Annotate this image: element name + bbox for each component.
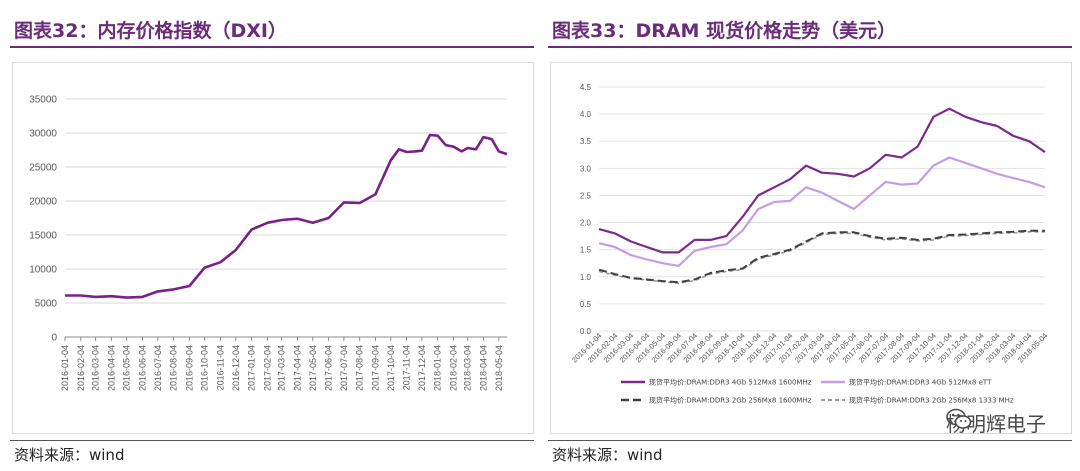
x-tick-label: 2018-02-04 xyxy=(448,345,458,391)
y-tick-label: 3.0 xyxy=(580,164,592,173)
series-line-1 xyxy=(598,107,1046,254)
title-rule xyxy=(10,46,534,48)
dram-chart-frame: 0.0 0.5 1.0 1.5 2.0 2.5 3.0 3.5 4.0 4.5 2016-01-04… xyxy=(550,62,1072,434)
series-line-2 xyxy=(598,156,1046,267)
x-tick-label: 2018-01-04 xyxy=(433,345,443,391)
x-tick-label: 2018-03-04 xyxy=(463,345,473,391)
legend-label: 现货平均价:DRAM:DDR3 2Gb 256Mx8 1600MHz xyxy=(649,396,812,405)
y-tick-label: 1.0 xyxy=(580,273,592,282)
x-tick-label: 2017-10-04 xyxy=(386,345,396,391)
x-tick-label: 2016-03-04 xyxy=(91,345,101,391)
dxi-chart-frame: 0 5000 10000 15000 20000 25000 30000 35000 2016-… xyxy=(12,62,534,434)
x-tick-label: 2016-12-04 xyxy=(231,345,241,391)
y-tick-label: 15000 xyxy=(29,231,57,242)
legend-label: 现货平均价:DRAM:DDR3 4Gb 512Mx8 1600MHz xyxy=(649,378,812,387)
x-tick-label: 2016-09-04 xyxy=(184,345,194,391)
y-tick-label: 4.5 xyxy=(580,83,592,92)
source-rule xyxy=(10,440,534,441)
y-tick-label: 2.5 xyxy=(580,191,592,200)
series-line-4 xyxy=(598,231,1045,285)
x-tick-label: 2017-08-04 xyxy=(355,345,365,391)
x-tick-label: 2016-05-04 xyxy=(122,345,132,391)
x-tick-label: 2016-04-04 xyxy=(106,345,116,391)
x-tick-label: 2017-03-04 xyxy=(277,345,287,391)
dxi-source: 资料来源：wind xyxy=(14,446,125,464)
dram-panel: 图表33：DRAM 现货价格走势（美元） 0.0 0.5 1.0 1.5 2.0 2.5 3… xyxy=(548,0,1072,471)
x-tick-label: 2016-08-04 xyxy=(169,345,179,391)
y-tick-label: 2.0 xyxy=(580,219,592,228)
x-tick-label: 2016-11-04 xyxy=(215,345,225,390)
x-tick-label: 2016-07-04 xyxy=(153,345,163,391)
legend-label: 现货平均价:DRAM:DDR3 4Gb 512Mx8 eTT xyxy=(849,378,992,387)
dxi-series-line xyxy=(65,133,508,299)
wechat-icon xyxy=(946,408,972,429)
y-tick-label: 0 xyxy=(51,333,57,344)
dram-source: 资料来源：wind xyxy=(552,446,663,464)
y-tick-label: 4.0 xyxy=(580,110,592,119)
x-tick-label: 2018-04-04 xyxy=(479,345,489,391)
x-tick-label: 2017-06-04 xyxy=(324,345,334,391)
dxi-chart-title: 图表32：内存价格指数（DXI） xyxy=(14,20,287,42)
dxi-panel: 图表32：内存价格指数（DXI） 0 5000 10000 15000 20000 250… xyxy=(10,0,534,471)
x-tick-label: 2016-02-04 xyxy=(76,345,86,391)
x-tick-label: 2017-11-04 xyxy=(402,345,412,390)
y-tick-label: 0.5 xyxy=(580,300,592,309)
x-tick-label: 2017-01-04 xyxy=(247,345,257,391)
y-tick-label: 35000 xyxy=(29,95,57,106)
y-tick-label: 25000 xyxy=(29,163,57,174)
x-tick-label: 2017-07-04 xyxy=(339,345,349,391)
y-tick-label: 3.5 xyxy=(580,137,592,146)
title-rule xyxy=(548,46,1072,48)
dram-chart-title: 图表33：DRAM 现货价格走势（美元） xyxy=(552,20,897,42)
dxi-line-chart: 0 5000 10000 15000 20000 25000 30000 35000 2016-… xyxy=(29,95,508,391)
y-tick-label: 5000 xyxy=(35,299,58,310)
x-tick-label: 2017-12-04 xyxy=(417,345,427,391)
x-tick-label: 2017-04-04 xyxy=(292,345,302,391)
x-tick-label: 2018-05-04 xyxy=(494,345,504,391)
x-tick-label: 2017-09-04 xyxy=(370,345,380,391)
y-tick-label: 10000 xyxy=(29,265,57,276)
y-tick-label: 0.0 xyxy=(580,327,592,336)
dram-line-chart: 0.00.51.01.52.02.53.03.54.04.52016-01-04… xyxy=(570,83,1049,405)
source-rule xyxy=(548,440,1072,441)
watermark: 杨明辉电子 xyxy=(946,408,1046,437)
legend-label: 现货平均价:DRAM:DDR3 2Gb 256Mx8 1333 MHz xyxy=(849,396,1014,405)
y-tick-label: 1.5 xyxy=(580,246,592,255)
x-tick-label: 2017-05-04 xyxy=(308,345,318,391)
x-tick-label: 2017-02-04 xyxy=(262,345,272,391)
y-tick-label: 20000 xyxy=(29,197,57,208)
series-line-3 xyxy=(598,229,1045,284)
y-tick-label: 30000 xyxy=(29,129,57,140)
x-tick-label: 2016-10-04 xyxy=(200,345,210,391)
x-tick-label: 2016-06-04 xyxy=(137,345,147,391)
x-tick-label: 2016-01-04 xyxy=(60,345,70,391)
